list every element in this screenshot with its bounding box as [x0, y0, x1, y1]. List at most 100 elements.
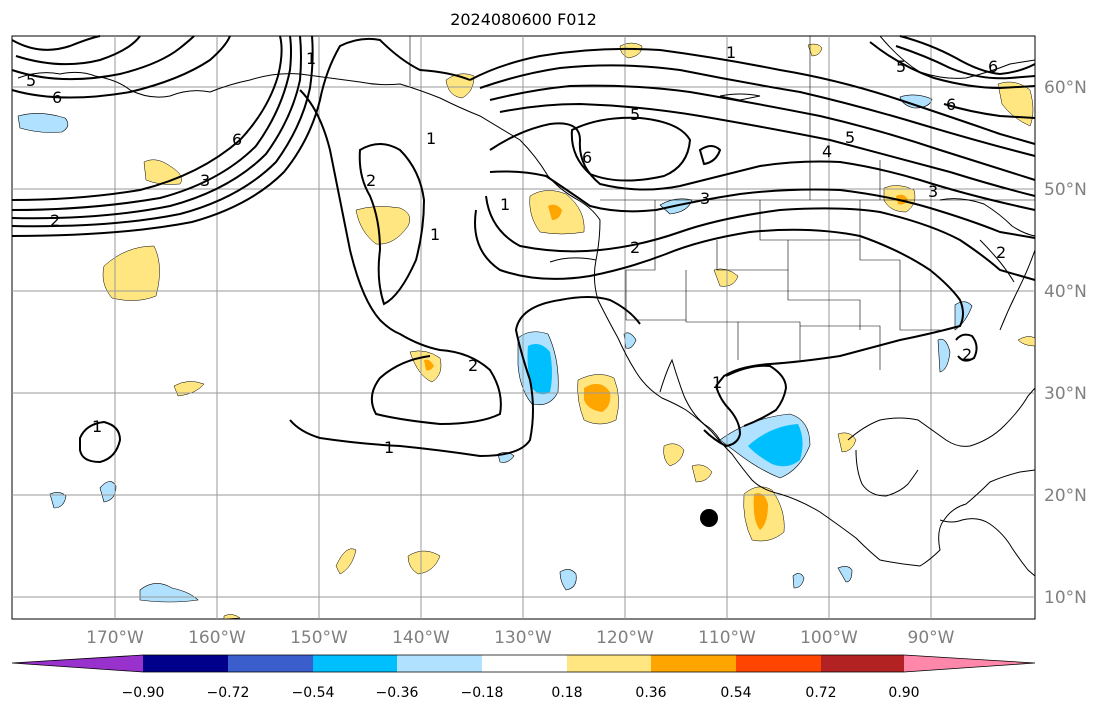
fill-patch-strong: [527, 344, 552, 395]
colorbar-min-arrow: [12, 655, 143, 672]
lat-label: 50°N: [1044, 180, 1087, 200]
map-title: 2024080600 F012: [450, 10, 597, 29]
lat-label: 60°N: [1044, 78, 1087, 98]
latitude-labels: 60°N 50°N 40°N 30°N 20°N 10°N: [1044, 78, 1087, 608]
colorbar-max-arrow: [904, 655, 1035, 672]
contour-label: 1: [430, 225, 440, 244]
colorbar-tick: −0.18: [461, 685, 504, 701]
fill-patch: [899, 94, 933, 109]
fill-patch: [663, 443, 685, 467]
fill-patch: [102, 245, 160, 301]
contour-label: 2: [996, 243, 1006, 262]
contour-label: 5: [896, 57, 906, 76]
colorbar: −0.90 −0.72 −0.54 −0.36 −0.18 0.18 0.36 …: [11, 654, 1036, 701]
fill-patch-strong: [753, 493, 768, 530]
colorbar-bin: [313, 655, 397, 672]
contour-label: 2: [962, 345, 972, 364]
contour-label: 3: [928, 182, 938, 201]
fill-patch-strong: [548, 204, 562, 220]
fill-patch: [335, 548, 357, 575]
contour-label: 1: [426, 129, 436, 148]
colorbar-tick: −0.72: [207, 685, 250, 701]
fill-patch: [997, 81, 1034, 127]
lon-label: 150°W: [290, 628, 348, 648]
longitude-labels: 170°W 160°W 150°W 140°W 130°W 120°W 110°…: [86, 628, 955, 648]
contour-label: 6: [946, 95, 956, 114]
colorbar-tick: −0.90: [122, 685, 165, 701]
fill-patch: [623, 332, 637, 349]
contour-label: 2: [468, 356, 478, 375]
fill-patch: [1017, 336, 1036, 347]
fill-patch-strong: [424, 359, 434, 371]
contour-label: 5: [26, 71, 36, 90]
lat-label: 20°N: [1044, 486, 1087, 506]
storm-marker: [700, 509, 718, 527]
lon-label: 160°W: [188, 628, 246, 648]
contour-label: 1: [384, 438, 394, 457]
lat-label: 10°N: [1044, 588, 1087, 608]
fill-patch: [691, 464, 713, 483]
colorbar-bin: [651, 655, 736, 672]
fill-patch: [173, 381, 205, 397]
contour-label: 6: [582, 148, 592, 167]
colorbar-bin: [736, 655, 821, 672]
lon-label: 140°W: [392, 628, 450, 648]
lon-label: 130°W: [494, 628, 552, 648]
fill-patch-strong: [584, 383, 611, 412]
contour-label: 1: [726, 43, 736, 62]
fill-patch-strong: [748, 424, 803, 467]
fill-patch: [99, 481, 117, 503]
fill-patch: [937, 338, 951, 373]
lon-label: 110°W: [698, 628, 756, 648]
fill-patch: [807, 43, 823, 57]
fill-patch: [407, 550, 441, 575]
lat-label: 40°N: [1044, 282, 1087, 302]
contour-label: 1: [500, 195, 510, 214]
fill-patch: [17, 113, 69, 133]
colorbar-tick: 0.90: [888, 685, 919, 701]
coastlines: [17, 35, 1036, 577]
contour-label: 6: [52, 88, 62, 107]
contour-label: 1: [306, 49, 316, 68]
fill-patch: [792, 573, 805, 589]
contour-label: 6: [988, 57, 998, 76]
contour-label: 4: [822, 142, 832, 161]
colorbar-tick: 0.72: [805, 685, 836, 701]
contour-label: 5: [845, 128, 855, 147]
lat-label: 30°N: [1044, 384, 1087, 404]
state-borders: [409, 36, 1035, 370]
colorbar-bin: [567, 655, 651, 672]
contour-label: 5: [630, 105, 640, 124]
contour-label: 3: [700, 189, 710, 208]
contour-label: 6: [232, 130, 242, 149]
lon-label: 120°W: [596, 628, 654, 648]
colorbar-tick: 0.18: [551, 685, 582, 701]
contour-lines: [11, 35, 1036, 464]
lon-label: 170°W: [86, 628, 144, 648]
contour-label: 1: [712, 373, 722, 392]
contour-label: 2: [50, 211, 60, 230]
fill-patch: [837, 566, 853, 583]
lon-label: 90°W: [908, 628, 955, 648]
fill-patch: [223, 614, 241, 620]
colorbar-tick: −0.36: [376, 685, 419, 701]
colorbar-tick: 0.36: [635, 685, 666, 701]
anomaly-fills: [17, 42, 1036, 620]
contour-label: 1: [92, 417, 102, 436]
contour-labels: 6 6 6 5 5 5 4 3 3 2 2 2 1 1 1 1 1 2 1 6 …: [26, 43, 1006, 457]
fill-patch: [355, 206, 410, 245]
fill-patch: [49, 492, 67, 509]
colorbar-bin: [228, 655, 313, 672]
colorbar-tick: −0.54: [292, 685, 335, 701]
contour-label: 2: [366, 171, 376, 190]
colorbar-bin: [482, 655, 567, 672]
lon-label: 100°W: [800, 628, 858, 648]
contour-label: 3: [200, 171, 210, 190]
graticule: [12, 36, 1035, 619]
colorbar-bin: [397, 655, 482, 672]
contour-label: 2: [630, 238, 640, 257]
colorbar-bin: [143, 655, 228, 672]
fill-patch: [713, 268, 739, 287]
fill-patch: [559, 569, 577, 591]
